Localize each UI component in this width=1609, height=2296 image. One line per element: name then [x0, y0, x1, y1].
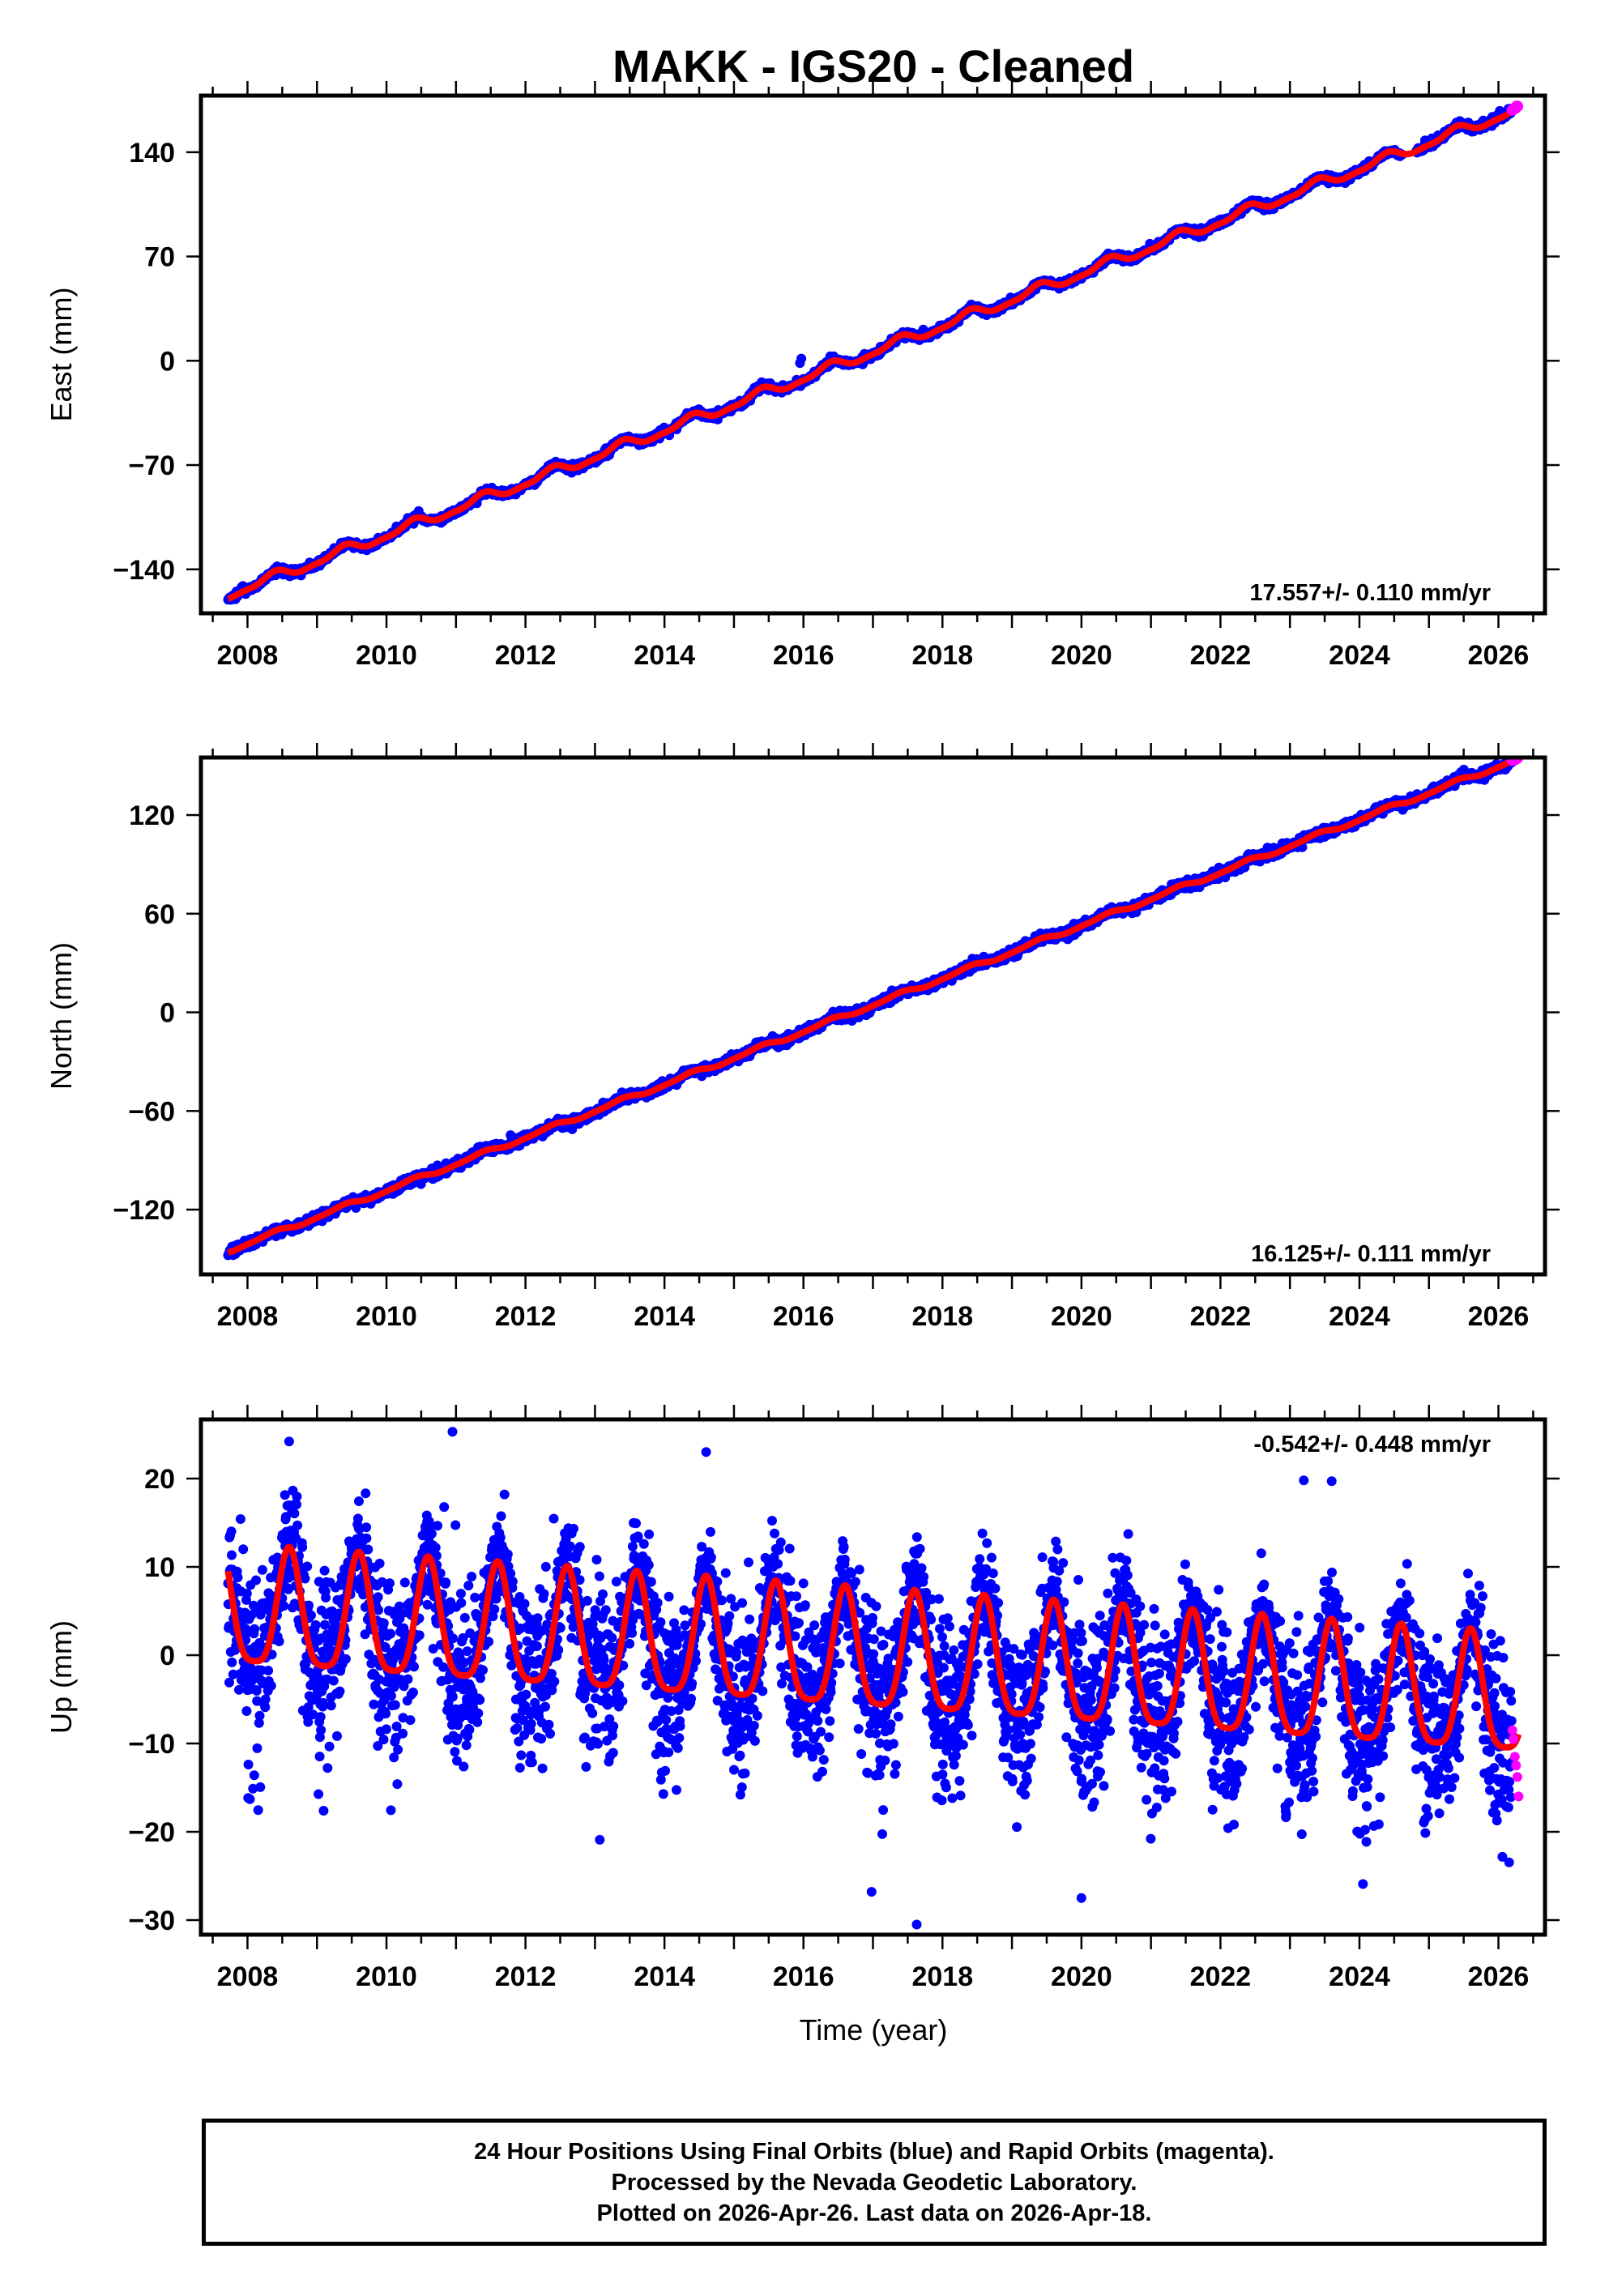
- y-tick-label: 120: [129, 800, 175, 831]
- y-tick-label: 70: [144, 242, 175, 273]
- y-tick-label: −70: [128, 450, 175, 481]
- data-point: [297, 1542, 308, 1552]
- data-point: [227, 1550, 237, 1560]
- data-point: [306, 1610, 316, 1620]
- x-tick-label: 2026: [1468, 640, 1530, 671]
- data-point: [292, 1520, 303, 1530]
- data-point: [253, 1805, 263, 1816]
- x-tick-label: 2012: [495, 640, 557, 671]
- data-point: [241, 1589, 252, 1598]
- data-point: [260, 1694, 271, 1705]
- rapid-point: [1512, 100, 1524, 113]
- x-tick-label: 2022: [1190, 640, 1252, 671]
- x-tick-label: 2026: [1468, 1301, 1530, 1332]
- x-tick-label: 2014: [634, 640, 695, 671]
- data-point: [274, 1637, 284, 1646]
- up-panel: 2008 2010 2012 2014 2016 2018 2020 2022 2024 2026…: [45, 1405, 1560, 1992]
- data-point: [233, 1573, 243, 1582]
- x-tick-label: 2016: [773, 1301, 834, 1332]
- y-axis-label: North (mm): [45, 942, 78, 1090]
- y-tick-label: −120: [113, 1195, 175, 1226]
- rapid-orbit-points: [1506, 100, 1524, 116]
- data-point: [255, 1782, 266, 1792]
- x-tick-label: 2024: [1329, 640, 1390, 671]
- data-point: [226, 1526, 237, 1537]
- x-tick-label: 2018: [911, 640, 973, 671]
- velocity-rate-label: 17.557+/- 0.110 mm/yr: [1250, 580, 1491, 606]
- data-point: [257, 1564, 267, 1575]
- final-orbit-points: [223, 1427, 1517, 1930]
- y-tick-label: −60: [128, 1096, 175, 1127]
- x-tick-label: 2020: [1051, 1301, 1112, 1332]
- east-panel: 2008 2010 2012 2014 2016 2018 2020 2022 2024 2026…: [45, 81, 1560, 671]
- trend-fit-line: [225, 758, 1522, 1257]
- data-point: [263, 1666, 274, 1675]
- data-point: [279, 1601, 289, 1611]
- y-tick-label: 0: [160, 346, 175, 377]
- x-tick-label: 2016: [773, 640, 834, 671]
- y-axis-label: East (mm): [45, 288, 78, 422]
- y-tick-label: −140: [113, 555, 175, 586]
- data-point: [266, 1680, 276, 1691]
- x-tick-label: 2022: [1190, 1301, 1252, 1332]
- data-point: [252, 1743, 262, 1753]
- x-tick-label: 2012: [495, 1301, 557, 1332]
- data-point: [250, 1624, 260, 1634]
- y-tick-label: 0: [160, 998, 175, 1029]
- x-tick-label: 2020: [1051, 640, 1112, 671]
- x-tick-label: 2014: [634, 1301, 695, 1332]
- data-point: [245, 1794, 255, 1804]
- x-tick-label: 2010: [356, 640, 417, 671]
- data-point: [249, 1770, 259, 1781]
- x-tick-label: 2018: [911, 1301, 973, 1332]
- velocity-rate-label: 16.125+/- 0.111 mm/yr: [1251, 1241, 1491, 1267]
- y-tick-label: 60: [144, 899, 175, 930]
- x-tick-label: 2008: [217, 1301, 279, 1332]
- data-point: [243, 1760, 254, 1769]
- data-point: [254, 1710, 265, 1721]
- data-point: [241, 1706, 252, 1716]
- x-tick-label: 2008: [217, 640, 279, 671]
- data-point: [292, 1492, 302, 1502]
- data-point: [251, 1575, 261, 1585]
- data-point: [235, 1514, 245, 1524]
- data-point: [238, 1544, 249, 1555]
- data-point: [227, 1657, 237, 1667]
- y-tick-label: 140: [129, 138, 175, 169]
- data-point: [234, 1684, 244, 1695]
- outlier-point: [796, 353, 807, 364]
- north-panel: 2008 2010 2012 2014 2016 2018 2020 2022 2024 2026…: [45, 743, 1560, 1332]
- data-point: [289, 1509, 300, 1519]
- data-point: [302, 1561, 313, 1572]
- x-tick-label: 2024: [1329, 1301, 1390, 1332]
- x-tick-label: 2010: [356, 1301, 417, 1332]
